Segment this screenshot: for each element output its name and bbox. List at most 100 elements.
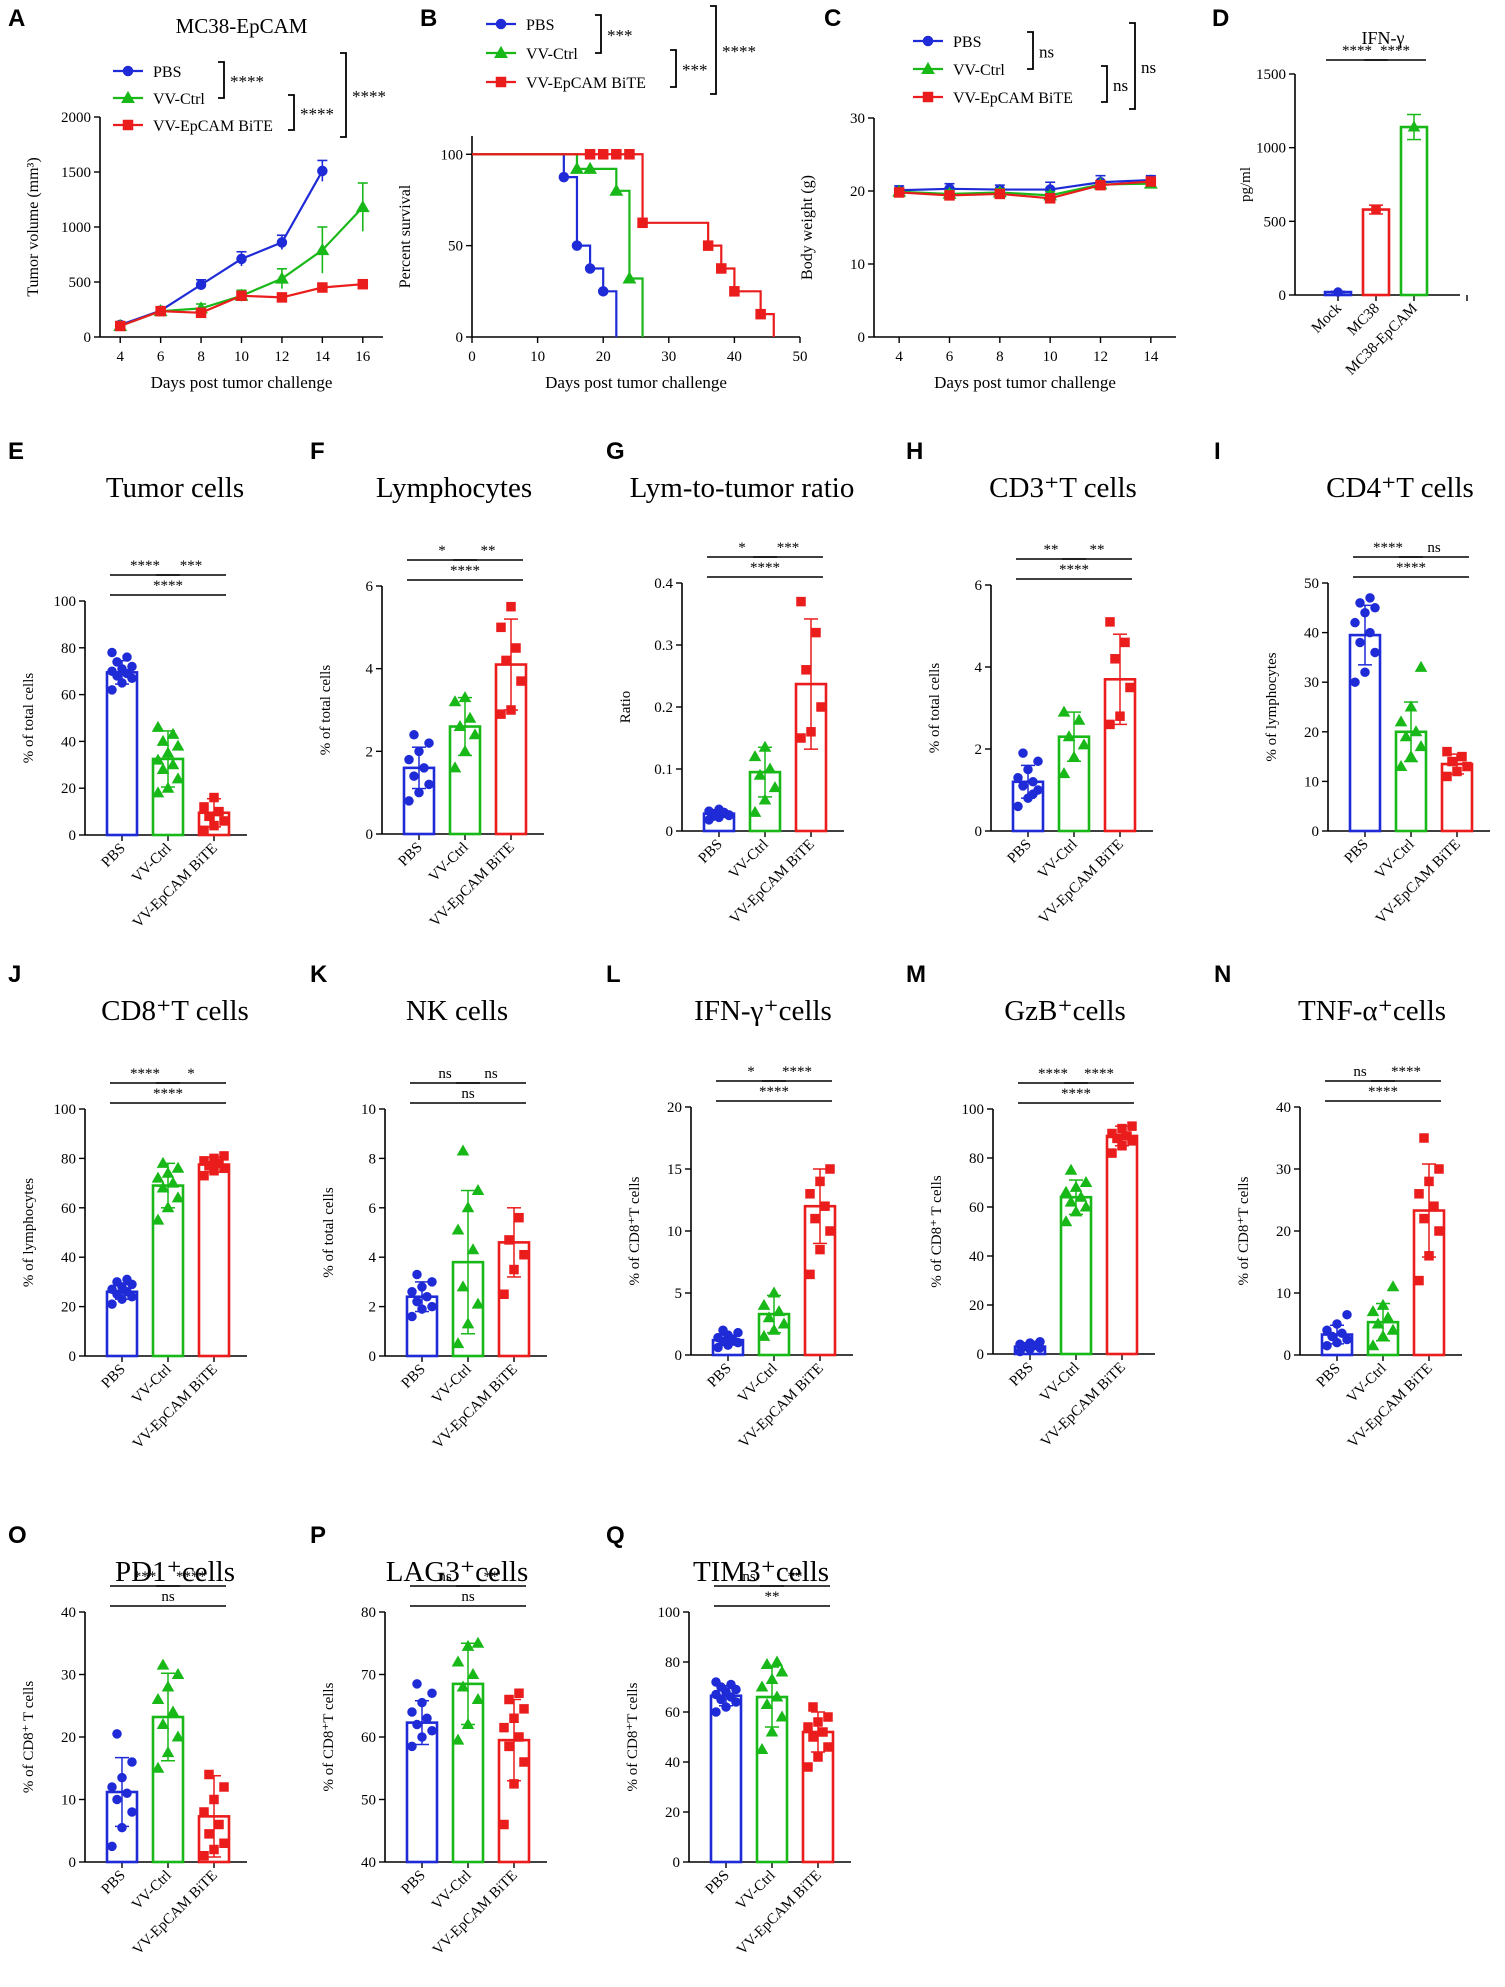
data-point	[214, 1819, 224, 1830]
data-point	[1069, 1205, 1083, 1217]
panel-G: 0 0.1 0.2 0.3 0.4 Lym-to-tumor ratio Ratio PBS V…	[618, 472, 854, 927]
panel-E-ytick-label: 20	[61, 781, 76, 797]
data-point	[427, 1726, 437, 1736]
series-line	[472, 153, 775, 337]
data-point	[709, 811, 719, 821]
data-point	[107, 1841, 117, 1852]
data-point	[813, 1717, 823, 1727]
data-point	[1376, 1329, 1390, 1341]
data-point	[1015, 1339, 1025, 1349]
panel-K: 0 2 4 6 8 10 NK cells % of total cells PBS VV-Ctr…	[321, 995, 547, 1452]
panel-label-G: G	[606, 438, 625, 465]
data-point	[161, 781, 175, 793]
panel-E-ytick-label: 0	[69, 828, 77, 844]
data-point	[417, 1304, 427, 1314]
data-point	[1337, 1328, 1347, 1339]
panel-M-ytick-label: 20	[969, 1298, 984, 1314]
panel-D-title: IFN-γ	[1362, 28, 1405, 48]
panel-A-ylabel: Tumor volume (mm³)	[25, 157, 42, 296]
category-label: PBS	[399, 1868, 429, 1898]
panel-D-ylabel: pg/ml	[1238, 167, 1254, 202]
category-label: Mock	[1309, 300, 1345, 336]
data-point	[199, 1807, 209, 1817]
data-point	[1033, 756, 1043, 767]
category-label: VV-Ctrl	[129, 841, 175, 887]
data-point	[199, 1170, 209, 1181]
significance-label: ****	[450, 563, 480, 579]
data-point	[1018, 748, 1028, 758]
data-point	[775, 1710, 789, 1722]
data-point	[713, 1342, 723, 1353]
data-point	[622, 271, 637, 284]
data-point	[409, 730, 419, 740]
data-point	[1077, 738, 1091, 750]
category-label: VV-EpCAM BiTE	[130, 1868, 221, 1959]
data-point	[127, 1807, 137, 1817]
data-point	[504, 1694, 514, 1705]
legend-marker	[122, 65, 134, 77]
data-point	[456, 1144, 470, 1156]
panel-F-ytick-label: 0	[366, 827, 374, 843]
data-point	[1404, 750, 1418, 762]
panel-H-ytick-label: 4	[975, 660, 983, 676]
data-point	[583, 161, 597, 174]
data-point	[1072, 713, 1086, 725]
panel-Q-ytick-label: 40	[665, 1755, 680, 1771]
data-point	[762, 1311, 776, 1323]
data-point	[417, 1732, 427, 1742]
panel-J-ytick-label: 100	[54, 1102, 77, 1118]
legend-label: PBS	[953, 34, 981, 51]
data-point	[1366, 1339, 1380, 1351]
panel-J: 0 20 40 60 80 100 CD8⁺T cells % of lymphocytes P…	[21, 995, 249, 1452]
data-point	[471, 1636, 485, 1648]
panel-I-ytick-label: 0	[1312, 824, 1320, 840]
panel-label-M: M	[906, 961, 926, 988]
significance-label: ****	[1368, 1084, 1398, 1100]
data-point	[317, 165, 328, 177]
panel-A-xlabel: Days post tumor challenge	[151, 373, 333, 392]
data-point	[1117, 1141, 1127, 1151]
data-point	[1122, 1131, 1132, 1141]
data-point	[456, 1280, 470, 1292]
data-point	[499, 1289, 509, 1299]
data-point	[463, 711, 477, 723]
data-point	[171, 1730, 185, 1742]
data-point	[107, 1299, 117, 1309]
data-point	[404, 754, 414, 765]
data-point	[501, 655, 511, 666]
panel-E-ytick-label: 60	[61, 688, 76, 704]
data-point	[355, 200, 370, 213]
data-point	[729, 286, 740, 297]
data-point	[419, 763, 429, 773]
data-point	[514, 1732, 524, 1742]
data-point	[810, 1213, 820, 1224]
data-point	[209, 1153, 219, 1164]
data-point	[171, 1161, 185, 1173]
data-point	[1127, 1136, 1137, 1146]
panel-K-title: NK cells	[406, 995, 508, 1027]
data-point	[117, 1822, 127, 1833]
data-point	[504, 1741, 514, 1752]
data-point	[1322, 1340, 1332, 1351]
data-point	[815, 1176, 825, 1187]
data-point	[1074, 1190, 1088, 1202]
data-point	[412, 1679, 422, 1689]
data-point	[317, 282, 328, 293]
data-point	[519, 1757, 529, 1767]
significance-bracket	[595, 14, 602, 54]
data-point	[1105, 617, 1115, 627]
panel-A-xtick-label: 10	[234, 349, 249, 365]
significance-label: ****	[176, 1569, 206, 1585]
legend-marker	[122, 119, 134, 131]
data-point	[122, 1274, 132, 1285]
panel-L-ytick-label: 20	[667, 1100, 682, 1116]
panel-A-ytick-label: 2000	[61, 110, 91, 126]
panel-Q-ytick-label: 0	[673, 1855, 681, 1871]
data-point	[1457, 751, 1467, 762]
data-point	[1394, 715, 1408, 727]
data-point	[151, 1692, 165, 1704]
data-point	[806, 727, 816, 737]
series-vv-epcam-bite	[472, 149, 775, 337]
data-point	[711, 1707, 721, 1717]
category-label: VV-EpCAM BiTE	[1345, 1361, 1436, 1452]
